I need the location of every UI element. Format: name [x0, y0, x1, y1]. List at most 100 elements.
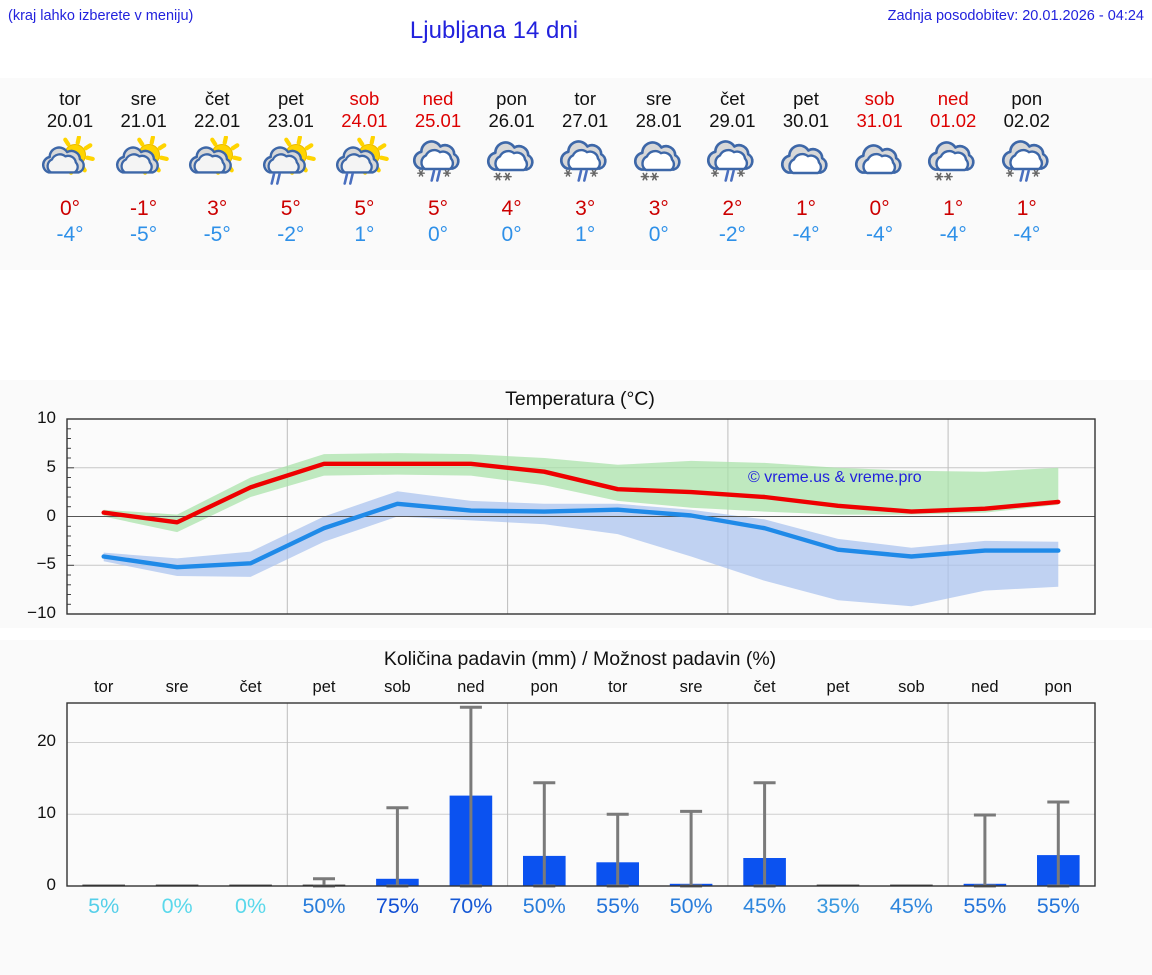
day-temp-min: 1°: [575, 223, 596, 246]
precip-y-tick-10: 10: [37, 803, 56, 823]
day-temp-min: -4°: [939, 223, 967, 246]
day-date: 23.01: [267, 110, 314, 131]
day-column-pon-26.01[interactable]: pon 26.01 4° 0°: [473, 78, 551, 270]
day-temp-max: 0°: [59, 197, 81, 220]
precip-probability-label: 35%: [816, 894, 860, 918]
day-temp-max: -1°: [130, 197, 158, 220]
day-temp-min: -4°: [866, 223, 894, 246]
day-name: pon: [496, 88, 528, 109]
day-date: 21.01: [120, 110, 167, 131]
precip-probability-label: 50%: [669, 894, 713, 918]
temp-y-tick--10: −10: [27, 603, 56, 622]
day-temp-max: 3°: [648, 197, 669, 220]
precip-probability-label: 50%: [302, 894, 346, 918]
precip-x-label: čet: [753, 678, 776, 696]
day-name: sre: [645, 88, 672, 109]
day-column-sre-21.01[interactable]: sre 21.01 -1° -5°: [105, 78, 183, 270]
sun-behind-cloud-rain-icon: [325, 134, 403, 196]
precip-probability-label: 0%: [161, 894, 193, 918]
cloud-sleet-icon: [546, 134, 624, 196]
page-header: (kraj lahko izberete v meniju) Ljubljana…: [0, 0, 1152, 62]
day-temp-min: 1°: [354, 223, 375, 246]
precip-probability-label: 55%: [963, 894, 1007, 918]
day-date: 30.01: [782, 110, 830, 131]
day-name: čet: [720, 88, 745, 109]
day-temp-max: 3°: [575, 197, 596, 220]
day-date: 02.02: [1003, 110, 1050, 131]
day-name: pon: [1011, 88, 1043, 109]
precip-x-label: sob: [384, 678, 411, 696]
day-name: čet: [204, 88, 230, 109]
precip-probability-label: 70%: [449, 894, 493, 918]
day-column-sob-31.01[interactable]: sob 31.01 0° -4°: [841, 78, 919, 270]
day-column-čet-22.01[interactable]: čet 22.01 3° -5°: [178, 78, 256, 270]
day-temp-min: -4°: [56, 223, 84, 246]
sun-behind-cloud-rain-icon: [252, 134, 330, 196]
day-date: 26.01: [488, 110, 535, 131]
precip-probability-label: 75%: [375, 894, 419, 918]
day-column-čet-29.01[interactable]: čet 29.01 2° -2°: [693, 78, 771, 270]
precip-x-label: sre: [165, 678, 189, 696]
copyright-credit: © vreme.us & vreme.pro: [748, 469, 922, 486]
day-column-ned-01.02[interactable]: ned 01.02 1° -4°: [914, 78, 992, 270]
precip-probability-label: 55%: [596, 894, 640, 918]
cloud-sleet-icon: [693, 134, 771, 196]
cloud-sleet-icon: [988, 134, 1066, 196]
precip-probability-label: 50%: [522, 894, 566, 918]
precip-x-label: pon: [530, 678, 559, 696]
cloud-icon: [767, 134, 845, 196]
day-temp-max: 3°: [207, 197, 228, 220]
day-temp-min: -4°: [1013, 223, 1041, 246]
day-temp-max: 5°: [427, 197, 449, 220]
day-date: 01.02: [930, 110, 977, 131]
day-name: sre: [130, 88, 157, 109]
day-column-tor-27.01[interactable]: tor 27.01 3° 1°: [546, 78, 624, 270]
page-title: Ljubljana 14 dni: [409, 17, 579, 44]
day-column-tor-20.01[interactable]: tor 20.01 0° -4°: [31, 78, 109, 270]
day-temp-min: -5°: [130, 223, 158, 246]
cloud-snow-icon: [473, 134, 551, 196]
day-column-sre-28.01[interactable]: sre 28.01 3° 0°: [620, 78, 698, 270]
temperature-chart-title: Temperatura (°C): [505, 388, 655, 410]
cloud-snow-icon: [914, 134, 992, 196]
day-column-pet-23.01[interactable]: pet 23.01 5° -2°: [252, 78, 330, 270]
sun-behind-cloud-icon: [178, 134, 256, 196]
day-temp-max: 5°: [280, 197, 301, 220]
precip-x-label: čet: [239, 678, 262, 696]
daily-forecast-strip: tor 20.01 0° -4° sre 21.01 -1° -5° čet 22.01 3° -5°…: [0, 78, 1152, 270]
temp-y-tick-5: 5: [46, 456, 56, 476]
day-temp-max: 4°: [501, 197, 522, 220]
precip-x-label: tor: [94, 678, 114, 696]
day-name: pet: [793, 88, 819, 109]
precip-probability-label: 5%: [88, 894, 120, 918]
day-column-pet-30.01[interactable]: pet 30.01 1° -4°: [767, 78, 845, 270]
precip-x-label: pet: [312, 678, 336, 696]
day-temp-max: 2°: [722, 197, 743, 220]
cloud-icon: [841, 134, 919, 196]
day-temp-max: 1°: [795, 197, 817, 220]
day-column-pon-02.02[interactable]: pon 02.02 1° -4°: [988, 78, 1066, 270]
day-temp-max: 1°: [943, 197, 964, 220]
day-name: ned: [937, 88, 969, 109]
precipitation-chart-panel: Količina padavin (mm) / Možnost padavin …: [0, 640, 1152, 975]
precip-x-label: tor: [608, 678, 628, 696]
day-temp-min: -5°: [203, 223, 231, 246]
day-date: 24.01: [341, 110, 388, 131]
sun-behind-cloud-icon: [105, 134, 183, 196]
last-update-label: Zadnja posodobitev: 20.01.2026 - 04:24: [887, 8, 1144, 24]
day-date: 27.01: [562, 110, 609, 131]
cloud-sleet-icon: [399, 134, 477, 196]
day-date: 28.01: [635, 110, 682, 131]
precip-x-label: sob: [898, 678, 925, 696]
precip-x-label: pon: [1044, 678, 1073, 696]
precip-probability-label: 45%: [889, 894, 933, 918]
precip-probability-label: 0%: [235, 894, 267, 918]
day-temp-min: 0°: [648, 223, 669, 246]
day-date: 22.01: [194, 110, 241, 131]
day-temp-max: 1°: [1016, 197, 1037, 220]
day-date: 31.01: [856, 110, 903, 131]
day-name: tor: [574, 88, 596, 109]
day-column-sob-24.01[interactable]: sob 24.01 5° 1°: [325, 78, 403, 270]
day-column-ned-25.01[interactable]: ned 25.01 5° 0°: [399, 78, 477, 270]
